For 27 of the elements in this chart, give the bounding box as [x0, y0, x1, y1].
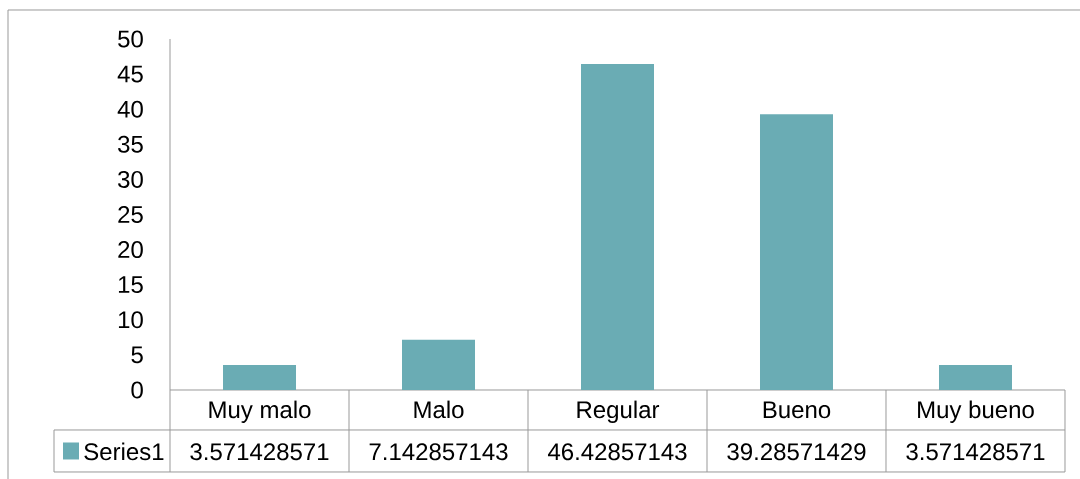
bar [938, 364, 1012, 390]
y-tick-label: 15 [118, 276, 143, 294]
legend-label: Series1 [84, 442, 164, 461]
bar [223, 364, 297, 390]
x-tick-label: Bueno [763, 401, 831, 419]
data-label: 3.571428571 [906, 443, 1045, 461]
x-tick-label: Muy malo [209, 400, 311, 423]
data-label: 7.142857143 [369, 443, 508, 461]
y-tick-label: 25 [118, 206, 143, 223]
data-label: 39.28571429 [727, 443, 866, 461]
data-label: 3.571428571 [190, 443, 329, 461]
data-label: 46.42857143 [547, 443, 687, 461]
y-tick-label: 30 [118, 170, 143, 188]
bar [581, 64, 654, 390]
y-tick-label: 35 [118, 135, 143, 153]
y-tick-label: 40 [117, 100, 143, 118]
bar [402, 339, 475, 390]
y-tick-label: 20 [118, 241, 143, 259]
y-tick-label: 50 [118, 30, 143, 48]
y-tick-label: 10 [118, 311, 143, 329]
y-tick-label: 5 [131, 346, 143, 364]
y-tick-label: 0 [131, 381, 143, 399]
x-tick-label: Muy bueno [918, 400, 1034, 423]
y-tick-label: 45 [117, 65, 143, 83]
bar [760, 114, 833, 390]
x-tick-label: Malo [414, 400, 464, 419]
x-tick-label: Regular [577, 400, 660, 423]
